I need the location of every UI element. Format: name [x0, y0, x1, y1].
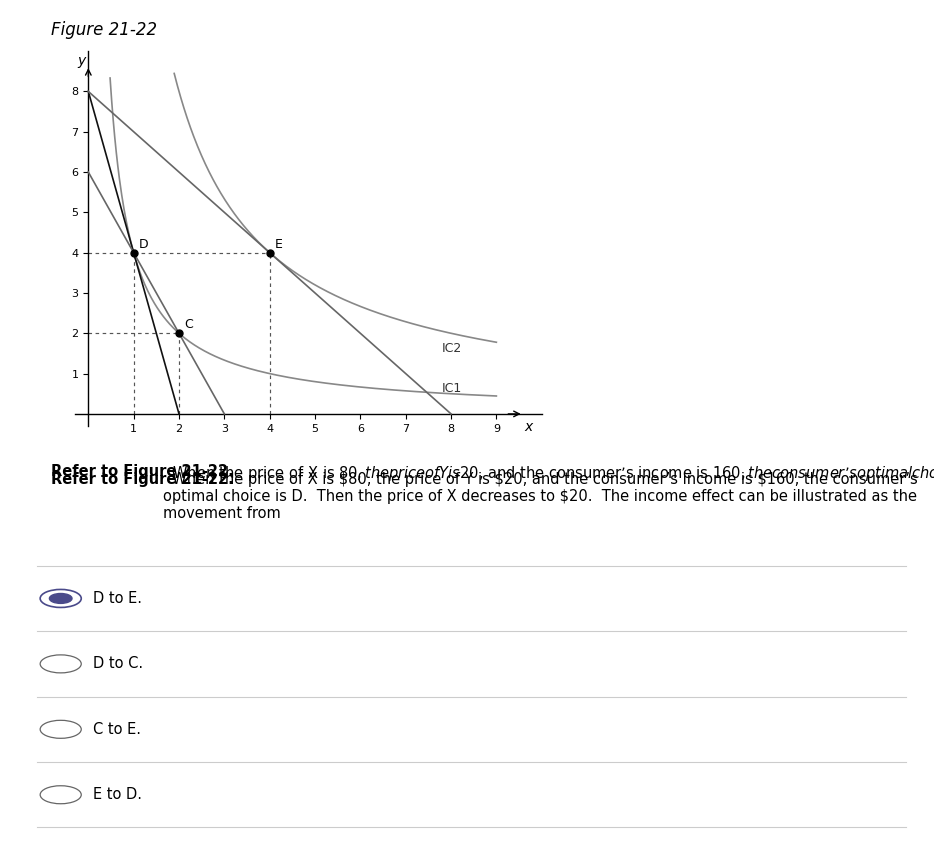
Text: D: D — [139, 238, 149, 250]
Text: x: x — [524, 420, 532, 434]
Circle shape — [50, 594, 72, 603]
Text: D to E.: D to E. — [93, 591, 142, 606]
Text: When the price of X is $80, the price of Y is $20, and the consumer’s income is : When the price of X is $80, the price of… — [163, 472, 918, 521]
Text: IC2: IC2 — [442, 343, 462, 355]
Text: E to D.: E to D. — [93, 787, 142, 803]
Text: C: C — [184, 319, 193, 331]
Text: D to C.: D to C. — [93, 656, 144, 671]
Text: Refer to Figure 21-22.: Refer to Figure 21-22. — [51, 472, 234, 486]
Text: When the price of X is $80, the price of Y is $20, and the consumer’s income is : When the price of X is $80, the price of… — [163, 464, 934, 483]
Text: Figure 21-22: Figure 21-22 — [51, 21, 158, 39]
Text: y: y — [78, 55, 86, 68]
Text: IC1: IC1 — [442, 383, 462, 395]
Text: E: E — [276, 238, 283, 250]
Text: C to E.: C to E. — [93, 722, 141, 737]
Text: Refer to Figure 21-22.: Refer to Figure 21-22. — [51, 464, 234, 480]
